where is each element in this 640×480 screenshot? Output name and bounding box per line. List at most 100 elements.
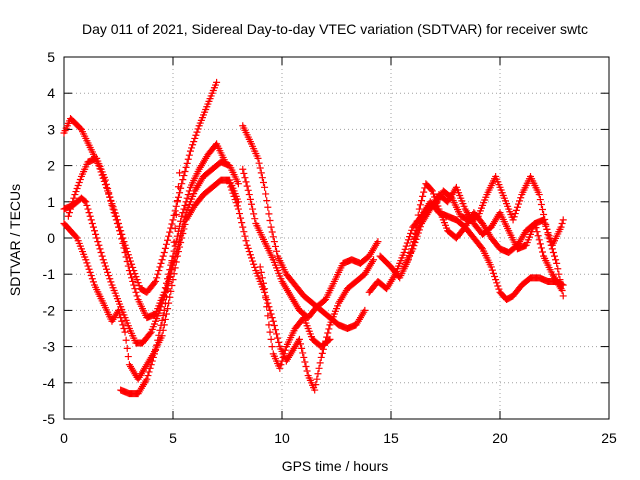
data-point: [191, 134, 199, 142]
data-point: [131, 270, 139, 278]
data-point: [247, 200, 255, 208]
data-point: [270, 238, 278, 246]
data-point: [72, 233, 80, 241]
data-point: [152, 346, 160, 354]
data-point: [132, 288, 140, 296]
data-point: [537, 244, 545, 252]
data-point: [403, 239, 411, 247]
data-point: [88, 220, 96, 228]
data-point: [487, 263, 495, 271]
data-point: [250, 210, 258, 218]
data-point: [263, 303, 271, 311]
data-point: [182, 163, 190, 171]
data-point: [264, 299, 272, 307]
data-point: [149, 353, 157, 361]
data-point: [84, 262, 92, 270]
data-point: [117, 314, 125, 322]
data-point: [108, 201, 116, 209]
data-point: [100, 259, 108, 267]
data-point: [154, 270, 162, 278]
data-point: [65, 209, 73, 217]
data-point: [539, 205, 547, 213]
data-point: [87, 272, 95, 280]
data-point: [256, 164, 264, 172]
data-point: [256, 263, 264, 271]
data-point: [559, 292, 567, 300]
data-point: [105, 272, 113, 280]
data-point: [154, 336, 162, 344]
data-point: [259, 178, 267, 186]
data-point: [134, 279, 142, 287]
y-tick-label: -1: [43, 266, 56, 282]
data-point: [263, 197, 271, 205]
data-point: [118, 235, 126, 243]
y-tick-label: 1: [47, 194, 55, 210]
data-point: [156, 326, 164, 334]
chart-title: Day 011 of 2021, Sidereal Day-to-day VTE…: [82, 21, 588, 37]
data-point: [146, 364, 154, 372]
x-tick-label: 25: [601, 430, 617, 446]
data-point: [213, 78, 221, 86]
data-point: [491, 272, 499, 280]
y-tick-label: 3: [47, 121, 55, 137]
data-point: [121, 328, 129, 336]
data-point: [184, 155, 192, 163]
data-point: [516, 197, 524, 205]
data-point: [418, 197, 426, 205]
data-point: [495, 285, 503, 293]
data-point: [249, 205, 257, 213]
data-point: [249, 257, 257, 265]
data-point: [229, 189, 237, 197]
data-point: [543, 225, 551, 233]
data-point: [240, 228, 248, 236]
data-point: [166, 228, 174, 236]
data-point: [509, 216, 517, 224]
data-point: [266, 217, 274, 225]
data-point: [145, 368, 153, 376]
data-point: [159, 311, 167, 319]
data-point: [492, 276, 500, 284]
data-point: [266, 306, 274, 314]
data-point: [268, 314, 276, 322]
data-point: [172, 202, 180, 210]
data-point: [515, 200, 523, 208]
data-point: [131, 285, 139, 293]
data-point: [276, 364, 284, 372]
data-point: [162, 285, 170, 293]
series-track-9: [256, 263, 334, 372]
data-point: [118, 317, 126, 325]
data-point: [545, 232, 553, 240]
data-point: [433, 199, 441, 207]
data-point: [156, 263, 164, 271]
data-point: [106, 275, 114, 283]
data-point: [231, 196, 239, 204]
data-points: [60, 78, 567, 398]
data-point: [113, 220, 121, 228]
data-point: [257, 169, 265, 177]
data-point: [64, 212, 72, 220]
data-point: [262, 190, 270, 198]
data-point: [232, 199, 240, 207]
data-point: [552, 256, 560, 264]
data-point: [86, 212, 94, 220]
data-point: [536, 240, 544, 248]
data-point: [75, 178, 83, 186]
data-point: [271, 242, 279, 250]
data-point: [493, 279, 501, 287]
data-point: [104, 268, 112, 276]
y-tick-label: 2: [47, 158, 55, 174]
data-point: [183, 194, 191, 202]
data-point: [158, 316, 166, 324]
data-point: [152, 277, 160, 285]
data-point: [115, 223, 122, 231]
data-point: [404, 236, 412, 244]
data-point: [165, 232, 173, 240]
data-point: [537, 201, 545, 209]
data-point: [169, 252, 177, 260]
data-point: [316, 359, 324, 367]
data-point: [512, 206, 520, 214]
data-point: [318, 349, 326, 357]
data-point: [174, 248, 182, 256]
data-point: [554, 265, 562, 273]
data-point: [261, 183, 269, 191]
